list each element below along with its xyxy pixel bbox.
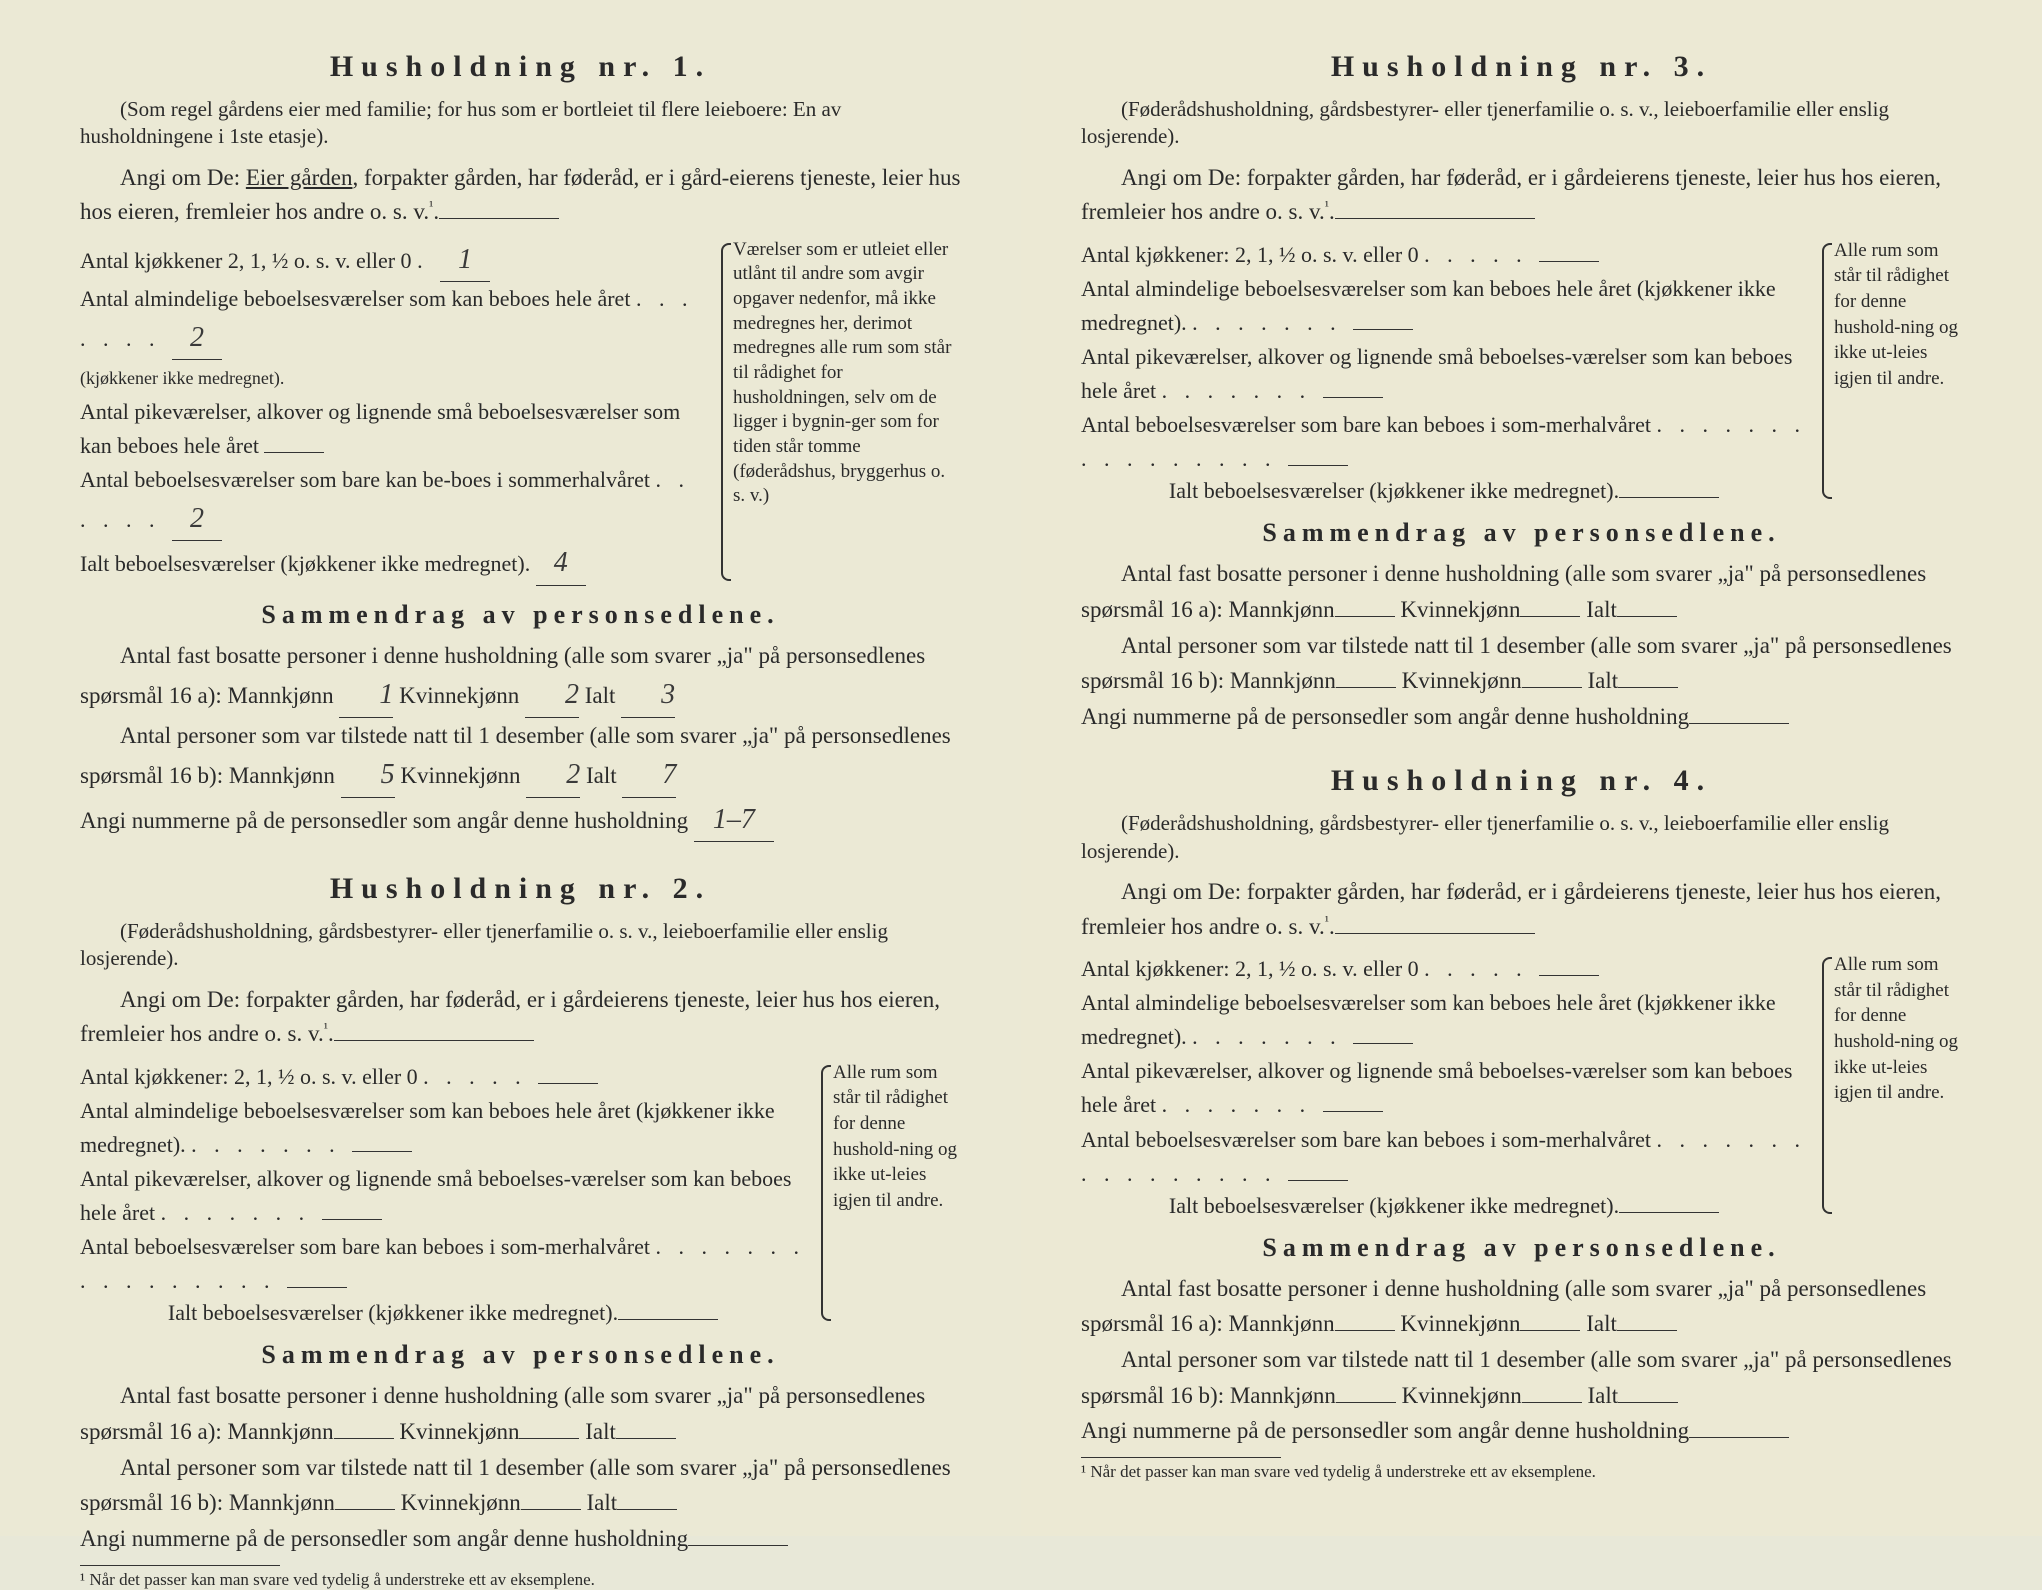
household-4-angi: Angi om De: forpakter gården, har føderå… <box>1081 875 1962 944</box>
household-2-summary-title: Sammendrag av personsedlene. <box>80 1340 961 1370</box>
household-1-fields: Antal kjøkkener 2, 1, ½ o. s. v. eller 0… <box>80 238 706 586</box>
footnote-ref: ¹ <box>429 199 433 214</box>
household-4-subtitle: (Føderådshusholdning, gårdsbestyrer- ell… <box>1081 810 1962 865</box>
total-value: 4 <box>536 541 586 585</box>
kitchens-value: 1 <box>440 238 490 282</box>
household-1-title: Husholdning nr. 1. <box>80 50 961 84</box>
summer-rooms-label: Antal beboelsesværelser som bare kan be-… <box>80 467 650 492</box>
left-page: Husholdning nr. 1. (Som regel gårdens ei… <box>0 0 1021 1536</box>
numbers-line: Angi nummerne på de personsedler som ang… <box>80 798 961 842</box>
household-2-subtitle: (Føderådshusholdning, gårdsbestyrer- ell… <box>80 918 961 973</box>
present-total: 7 <box>622 753 676 797</box>
household-2: Husholdning nr. 2. (Føderådshusholdning,… <box>80 872 961 1589</box>
household-3-title: Husholdning nr. 3. <box>1081 50 1962 84</box>
household-3: Husholdning nr. 3. (Føderådshusholdning,… <box>1081 50 1962 734</box>
household-1: Husholdning nr. 1. (Som regel gårdens ei… <box>80 50 961 842</box>
household-3-fields: Antal kjøkkener: 2, 1, ½ o. s. v. eller … <box>1081 238 1807 505</box>
household-3-angi: Angi om De: forpakter gården, har føderå… <box>1081 161 1962 230</box>
household-3-sidenote: Alle rum som står til rådighet for denne… <box>1822 238 1962 505</box>
present-f: 2 <box>526 753 580 797</box>
household-2-fields: Antal kjøkkener: 2, 1, ½ o. s. v. eller … <box>80 1060 806 1327</box>
present-m: 5 <box>341 753 395 797</box>
household-1-sidenote: Værelser som er utleiet eller utlånt til… <box>721 238 961 586</box>
resident-line: Antal fast bosatte personer i denne hush… <box>80 638 961 718</box>
rooms-year-label: Antal almindelige beboelsesværelser som … <box>80 286 630 311</box>
household-1-subtitle: (Som regel gårdens eier med familie; for… <box>80 96 961 151</box>
household-1-angi: Angi om De: Eier gården, forpakter gårde… <box>80 161 961 230</box>
household-2-angi: Angi om De: forpakter gården, har føderå… <box>80 983 961 1052</box>
household-4-summary-title: Sammendrag av personsedlene. <box>1081 1233 1962 1263</box>
rooms-year-note: (kjøkkener ikke medregnet). <box>80 368 284 388</box>
kitchens-label: Antal kjøkkener 2, 1, ½ o. s. v. eller 0 <box>80 248 412 273</box>
household-4: Husholdning nr. 4. (Føderådshusholdning,… <box>1081 764 1962 1481</box>
household-3-subtitle: (Føderådshusholdning, gårdsbestyrer- ell… <box>1081 96 1962 151</box>
footnote-left: ¹ Når det passer kan man svare ved tydel… <box>80 1570 961 1590</box>
right-page: Husholdning nr. 3. (Føderådshusholdning,… <box>1021 0 2042 1536</box>
small-rooms-label: Antal pikeværelser, alkover og lignende … <box>80 399 680 458</box>
household-2-title: Husholdning nr. 2. <box>80 872 961 906</box>
resident-f: 2 <box>525 673 579 717</box>
household-1-summary-title: Sammendrag av personsedlene. <box>80 600 961 630</box>
rooms-year-value: 2 <box>172 316 222 360</box>
total-label: Ialt beboelsesværelser (kjøkkener ikke m… <box>80 551 530 576</box>
household-4-fields: Antal kjøkkener: 2, 1, ½ o. s. v. eller … <box>1081 952 1807 1219</box>
resident-m: 1 <box>339 673 393 717</box>
angi-prefix: Angi om De: <box>120 165 246 190</box>
household-4-sidenote: Alle rum som står til rådighet for denne… <box>1822 952 1962 1219</box>
numbers-value: 1–7 <box>694 798 774 842</box>
household-3-summary-title: Sammendrag av personsedlene. <box>1081 518 1962 548</box>
summer-rooms-value: 2 <box>172 497 222 541</box>
resident-total: 3 <box>621 673 675 717</box>
present-line: Antal personer som var tilstede natt til… <box>80 718 961 798</box>
footnote-right: ¹ Når det passer kan man svare ved tydel… <box>1081 1462 1962 1482</box>
household-2-sidenote: Alle rum som står til rådighet for denne… <box>821 1060 961 1327</box>
household-4-title: Husholdning nr. 4. <box>1081 764 1962 798</box>
angi-underlined: Eier gården <box>246 165 353 190</box>
